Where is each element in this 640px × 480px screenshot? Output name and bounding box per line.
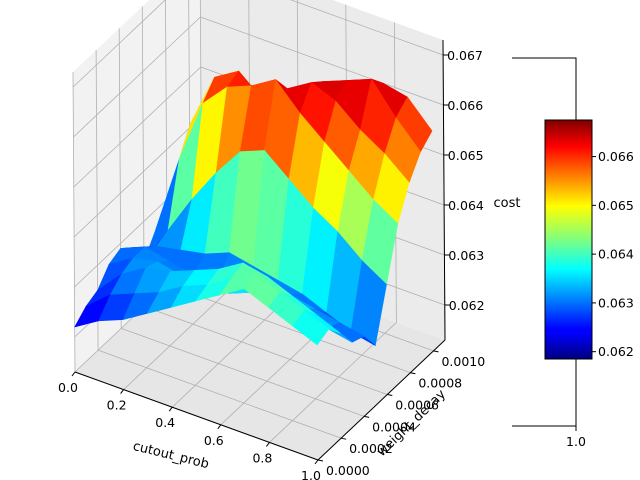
- colorbar-ticks: 0.062 0.063 0.064 0.065 0.066: [592, 149, 634, 359]
- z-tick-label: 0.063: [448, 248, 484, 263]
- x-tick-label: 0.2: [107, 398, 127, 413]
- y-tick: [364, 415, 370, 418]
- grid-line-z-left: [73, 116, 202, 238]
- y-tick: [340, 437, 347, 440]
- x-tick: [314, 459, 319, 465]
- x-tick-label: 0.8: [252, 450, 272, 465]
- z-axis-line: [442, 39, 446, 341]
- x-tick: [120, 389, 124, 394]
- x-tick-label: 0.0: [58, 380, 78, 395]
- colorbar-tick-label: 0.062: [598, 344, 634, 359]
- z-tick-label: 0.062: [449, 298, 485, 313]
- y-tick-label: 0.0010: [441, 354, 485, 369]
- y-tick: [317, 459, 324, 462]
- x-axis-line: [74, 371, 319, 461]
- y-tick-label: 0.0004: [372, 419, 416, 434]
- axes-lines: [74, 39, 446, 461]
- x-tick: [265, 442, 270, 447]
- y-tick: [387, 394, 393, 397]
- x-tick: [71, 371, 76, 377]
- colorbar-tick-label: 0.065: [598, 198, 634, 213]
- x-tick-label: 0.4: [155, 415, 175, 430]
- grid-line-z-left: [73, 66, 202, 188]
- y-tick-label: 0.0002: [349, 441, 393, 456]
- grid-line-z-back: [200, 16, 444, 106]
- colorbar-tick-label: 0.066: [598, 149, 634, 164]
- grid-line-y-left: [72, 71, 76, 373]
- x-axis-label: cutout_prob: [131, 439, 210, 472]
- z-tick-label: 0.065: [448, 148, 484, 163]
- grid-line-y-floor: [97, 349, 342, 439]
- x-tick: [217, 424, 222, 430]
- z-tick-label: 0.067: [447, 48, 483, 63]
- colorbar-gradient: [544, 119, 593, 360]
- grid-line-z-back: [290, 0, 444, 56]
- z-axis-label: cost: [494, 196, 521, 211]
- grid-line-y-floor: [121, 327, 365, 417]
- z-tick-label: 0.066: [447, 98, 483, 113]
- y-tick: [410, 372, 416, 375]
- surface-plot: [74, 70, 433, 346]
- y-tick-label: 0.0000: [326, 463, 370, 478]
- colorbar-tick-label: 0.063: [598, 295, 634, 310]
- y-tick-label: 0.0008: [418, 376, 462, 391]
- grid-line-z-left: [72, 0, 166, 88]
- y-tick-label: 0.0006: [395, 398, 439, 413]
- colorbar-secondary-label: 1.0: [566, 434, 586, 449]
- grid-line-z-left: [73, 16, 201, 138]
- y-tick: [433, 350, 439, 353]
- z-tick-label: 0.064: [448, 198, 484, 213]
- grid-line-y-floor: [167, 284, 411, 374]
- x-tick: [168, 406, 173, 412]
- x-tick-label: 1.0: [301, 468, 321, 480]
- colorbar-tick-label: 0.064: [598, 247, 634, 262]
- y-axis-line: [317, 339, 446, 461]
- grid-line-y-floor: [144, 306, 388, 395]
- surface-cell: [292, 309, 330, 346]
- axis-ticks: 0.0 0.2 0.4 0.6 0.8 1.0 0.0000 0.0002 0.0004 0.00…: [58, 48, 485, 480]
- x-tick-label: 0.6: [204, 433, 224, 448]
- colorbar: 1.0 0.062 0.063 0.064 0.065 0.066: [512, 57, 634, 449]
